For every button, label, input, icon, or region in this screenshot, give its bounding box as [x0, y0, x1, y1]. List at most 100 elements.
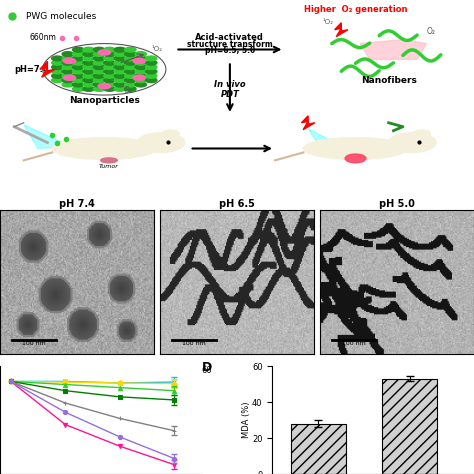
Circle shape: [135, 60, 146, 65]
Circle shape: [73, 73, 84, 78]
Circle shape: [52, 78, 63, 82]
Circle shape: [104, 60, 115, 65]
Circle shape: [83, 52, 94, 56]
Circle shape: [413, 130, 430, 137]
Circle shape: [62, 78, 73, 82]
Circle shape: [83, 73, 94, 78]
Ellipse shape: [100, 158, 118, 163]
Circle shape: [62, 56, 73, 61]
Circle shape: [137, 133, 185, 153]
Circle shape: [114, 65, 126, 70]
Circle shape: [135, 73, 146, 78]
Text: PWG molecules: PWG molecules: [26, 12, 96, 21]
Circle shape: [52, 69, 63, 74]
Circle shape: [62, 60, 73, 65]
Circle shape: [146, 60, 157, 65]
Y-axis label: MDA (%): MDA (%): [242, 402, 251, 438]
Circle shape: [146, 78, 157, 82]
Circle shape: [146, 65, 157, 70]
Text: 100 nm: 100 nm: [182, 341, 205, 346]
Circle shape: [83, 69, 94, 74]
Ellipse shape: [303, 137, 408, 159]
Ellipse shape: [52, 137, 156, 159]
Text: PDT: PDT: [220, 90, 239, 99]
Text: 100 nm: 100 nm: [342, 341, 365, 346]
Polygon shape: [301, 116, 315, 130]
Circle shape: [73, 78, 84, 82]
Circle shape: [83, 56, 94, 61]
Circle shape: [62, 82, 73, 87]
Circle shape: [104, 82, 115, 87]
Polygon shape: [360, 40, 427, 59]
Text: pH=6.5, 5.0: pH=6.5, 5.0: [205, 46, 255, 55]
Circle shape: [104, 73, 115, 78]
Polygon shape: [335, 23, 348, 36]
Circle shape: [63, 58, 75, 64]
Circle shape: [93, 73, 105, 78]
Text: Nanoparticles: Nanoparticles: [69, 96, 140, 105]
Circle shape: [146, 73, 157, 78]
Circle shape: [133, 58, 146, 64]
Title: pH 6.5: pH 6.5: [219, 199, 255, 209]
Circle shape: [104, 69, 115, 74]
Circle shape: [146, 69, 157, 74]
Circle shape: [93, 78, 105, 82]
Title: pH 7.4: pH 7.4: [59, 199, 95, 209]
Circle shape: [104, 47, 115, 52]
Circle shape: [114, 52, 126, 56]
Circle shape: [73, 52, 84, 56]
Circle shape: [73, 87, 84, 91]
Circle shape: [73, 69, 84, 74]
Text: ¹O₂: ¹O₂: [152, 46, 163, 53]
Text: Higher  O₂ generation: Higher O₂ generation: [304, 5, 407, 14]
Circle shape: [52, 60, 63, 65]
Polygon shape: [40, 61, 55, 77]
Text: O₂: O₂: [124, 86, 132, 95]
Text: Tumor: Tumor: [99, 164, 119, 169]
Circle shape: [104, 52, 115, 56]
Circle shape: [93, 47, 105, 52]
Circle shape: [62, 73, 73, 78]
Circle shape: [389, 133, 436, 153]
Text: 100 nm: 100 nm: [22, 341, 46, 346]
Text: Nanofibers: Nanofibers: [361, 76, 417, 85]
Circle shape: [114, 60, 126, 65]
Circle shape: [73, 56, 84, 61]
Circle shape: [93, 56, 105, 61]
Circle shape: [83, 47, 94, 52]
Circle shape: [93, 87, 105, 91]
Circle shape: [125, 47, 136, 52]
Circle shape: [114, 82, 126, 87]
Circle shape: [114, 87, 126, 91]
Circle shape: [73, 65, 84, 70]
Circle shape: [135, 56, 146, 61]
Circle shape: [83, 87, 94, 91]
Circle shape: [98, 83, 110, 89]
Circle shape: [125, 87, 136, 91]
Circle shape: [104, 56, 115, 61]
Polygon shape: [308, 129, 346, 150]
Title: pH 5.0: pH 5.0: [379, 199, 415, 209]
Circle shape: [104, 87, 115, 91]
Text: pH=7.4: pH=7.4: [14, 65, 49, 74]
Circle shape: [125, 65, 136, 70]
Circle shape: [83, 82, 94, 87]
Circle shape: [146, 56, 157, 61]
Bar: [383, 379, 438, 474]
Circle shape: [162, 130, 179, 137]
Circle shape: [135, 65, 146, 70]
Circle shape: [52, 73, 63, 78]
Polygon shape: [24, 125, 71, 148]
Text: 60: 60: [202, 366, 212, 375]
Circle shape: [114, 69, 126, 74]
Text: ¹O₂: ¹O₂: [322, 19, 333, 25]
Bar: [291, 424, 346, 474]
Circle shape: [345, 154, 366, 163]
Circle shape: [73, 82, 84, 87]
Circle shape: [114, 56, 126, 61]
Circle shape: [62, 69, 73, 74]
Circle shape: [52, 56, 63, 61]
Text: O₂: O₂: [427, 27, 436, 36]
Circle shape: [93, 60, 105, 65]
Circle shape: [125, 52, 136, 56]
